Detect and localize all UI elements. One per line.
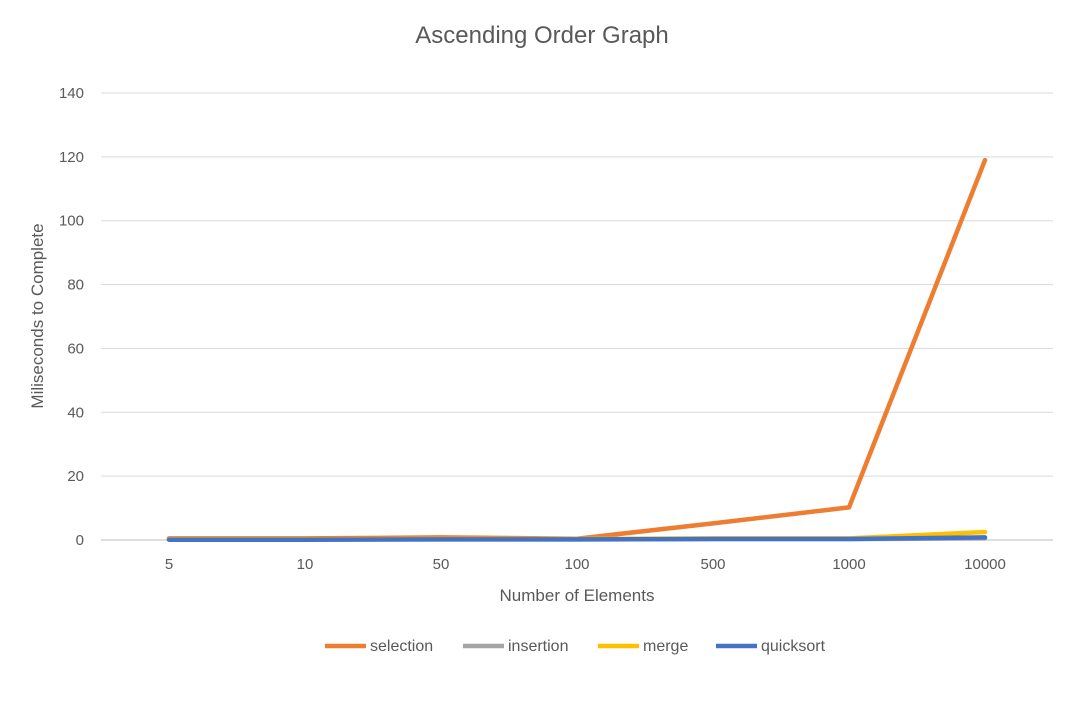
series-line-selection xyxy=(166,157,988,541)
x-tick-label: 10 xyxy=(297,556,314,573)
y-tick-label: 80 xyxy=(67,277,84,294)
y-tick-label: 140 xyxy=(59,85,84,102)
series-lines xyxy=(166,157,988,542)
y-tick-label: 60 xyxy=(67,340,84,357)
y-axis-ticks: 0 20 40 60 80 100 120 140 xyxy=(59,85,84,549)
x-tick-label: 100 xyxy=(564,556,589,573)
gridlines xyxy=(101,92,1053,541)
series-line-quicksort xyxy=(166,535,988,542)
y-tick-label: 120 xyxy=(59,149,84,166)
y-tick-label: 100 xyxy=(59,213,84,230)
x-tick-label: 5 xyxy=(165,556,173,573)
chart-title: Ascending Order Graph xyxy=(415,22,668,49)
legend-label-insertion: insertion xyxy=(508,638,568,655)
x-tick-label: 10000 xyxy=(964,556,1006,573)
x-tick-label: 50 xyxy=(433,556,450,573)
x-axis-ticks: 5 10 50 100 500 1000 10000 xyxy=(165,556,1006,573)
legend-label-quicksort: quicksort xyxy=(761,638,826,655)
y-tick-label: 0 xyxy=(76,532,84,549)
x-tick-label: 500 xyxy=(700,556,725,573)
legend-label-selection: selection xyxy=(370,638,433,655)
legend-label-merge: merge xyxy=(643,638,688,655)
y-tick-label: 20 xyxy=(67,468,84,485)
legend: selection insertion merge quicksort xyxy=(325,638,826,655)
y-tick-label: 40 xyxy=(67,404,84,421)
y-axis-title: Miliseconds to Complete xyxy=(28,223,47,408)
x-tick-label: 1000 xyxy=(832,556,865,573)
x-axis-title: Number of Elements xyxy=(500,586,655,605)
